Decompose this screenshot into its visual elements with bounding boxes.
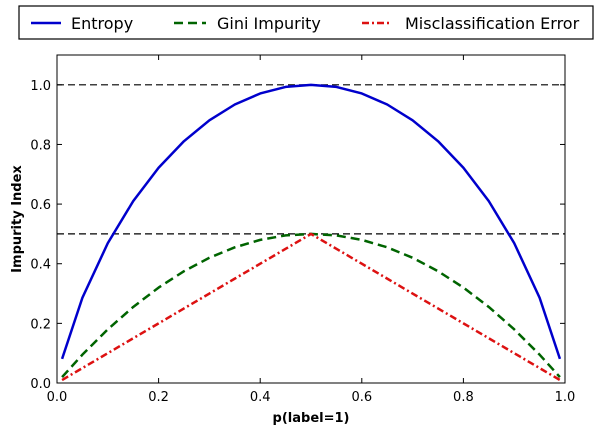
series-line-entropy xyxy=(60,83,562,360)
legend-frame xyxy=(18,5,594,40)
legend-entry-gini: Gini Impurity xyxy=(174,14,321,33)
y-tick-label: 1.0 xyxy=(30,79,51,94)
y-tick-label: 0.6 xyxy=(30,198,51,213)
series-layer xyxy=(60,83,562,382)
plot-frame xyxy=(56,54,566,384)
x-tick-label: 0.8 xyxy=(453,390,474,405)
x-tick-label: 0.4 xyxy=(250,390,271,405)
legend-entry-entropy: Entropy xyxy=(31,14,133,33)
legend: Entropy Gini Impurity Misclassification … xyxy=(18,5,594,40)
legend-label-misclassification: Misclassification Error xyxy=(405,14,580,33)
ticks-layer: 0.0 0.2 0.4 0.6 0.8 1.0 0.0 0.2 0.4 0.6 0.8 1.0 xyxy=(30,55,575,405)
x-tick-label: 0.6 xyxy=(351,390,372,405)
y-tick-label: 0.8 xyxy=(30,138,51,153)
legend-label-entropy: Entropy xyxy=(71,14,133,33)
y-tick-label: 0.2 xyxy=(30,317,51,332)
x-tick-label: 0.0 xyxy=(47,390,68,405)
legend-entry-misclassification: Misclassification Error xyxy=(362,14,580,33)
x-tick-label: 1.0 xyxy=(555,390,576,405)
y-axis-label: Impurity Index xyxy=(10,165,25,273)
legend-label-gini: Gini Impurity xyxy=(217,14,321,33)
x-tick-label: 0.2 xyxy=(148,390,169,405)
y-tick-label: 0.4 xyxy=(30,258,51,273)
x-axis-label: p(label=1) xyxy=(273,411,350,426)
series-line-misclassification-error xyxy=(61,232,561,382)
y-tick-label: 0.0 xyxy=(30,377,51,392)
